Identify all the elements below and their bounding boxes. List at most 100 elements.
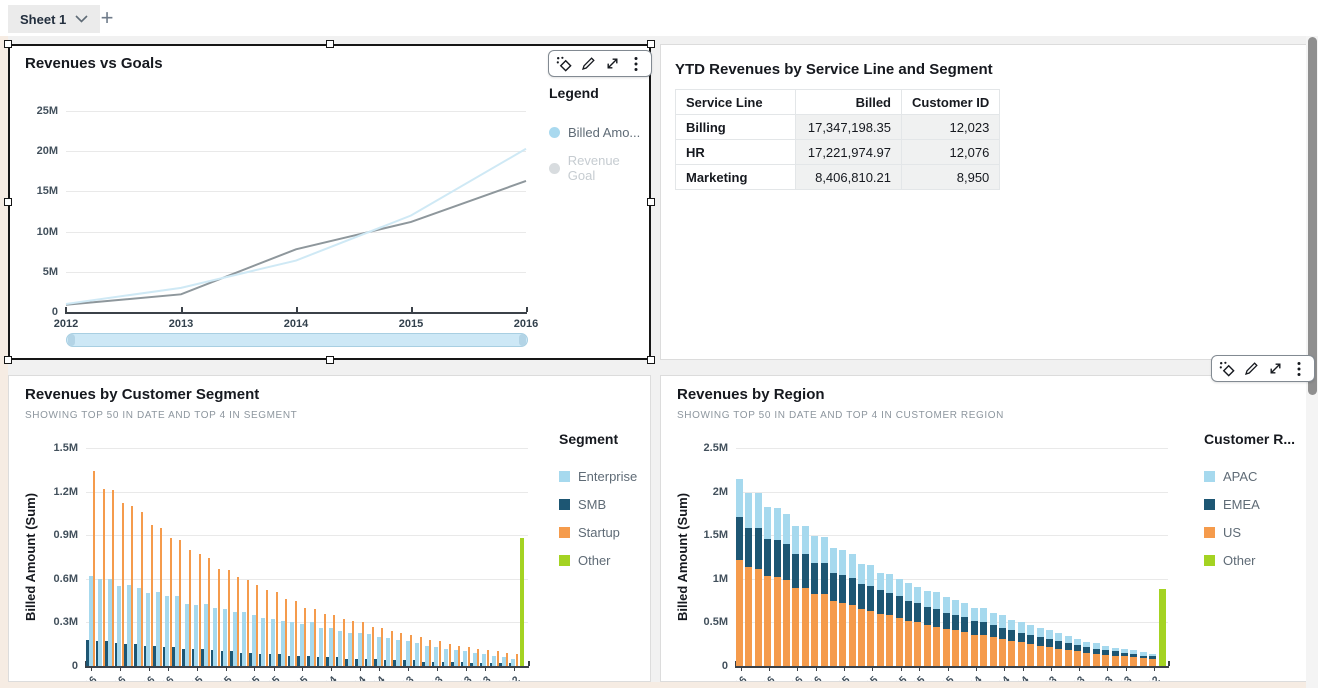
bar-enterprise[interactable] [213, 607, 218, 666]
bar-smb[interactable] [460, 661, 464, 666]
stacked-bar-us[interactable] [1149, 659, 1157, 666]
bar-startup[interactable] [208, 558, 211, 666]
bar-smb[interactable] [105, 641, 108, 666]
stacked-bar-emea[interactable] [989, 625, 997, 638]
stacked-bar-apac[interactable] [895, 578, 903, 597]
stacked-bar-emea[interactable] [764, 538, 772, 577]
bar-smb[interactable] [114, 642, 118, 666]
bar-enterprise[interactable] [155, 591, 160, 666]
bar-smb[interactable] [134, 644, 137, 666]
bar-startup[interactable] [102, 488, 105, 666]
bar-startup[interactable] [419, 636, 422, 666]
bar-enterprise[interactable] [357, 632, 362, 666]
bar-smb[interactable] [412, 660, 416, 666]
bar-startup[interactable] [448, 644, 451, 666]
stacked-bar-other[interactable] [1158, 589, 1166, 666]
bar-smb[interactable] [335, 657, 339, 666]
stacked-bar-emea[interactable] [736, 516, 743, 561]
bar-startup[interactable] [285, 599, 288, 666]
bar-smb[interactable] [210, 650, 214, 666]
table-row[interactable]: Billing 17,347,198.35 12,023 [675, 114, 1001, 140]
resize-handle-nw[interactable] [4, 40, 12, 48]
stacked-bar-us[interactable] [905, 620, 913, 666]
stacked-bar-emea[interactable] [1036, 637, 1044, 646]
stacked-bar-apac[interactable] [961, 603, 969, 618]
stacked-bar-apac[interactable] [782, 514, 790, 544]
stacked-bar-emea[interactable] [886, 592, 894, 616]
stacked-bar-apac[interactable] [923, 591, 931, 607]
bar-startup[interactable] [169, 538, 172, 666]
bar-smb[interactable] [374, 658, 377, 666]
stacked-bar-apac[interactable] [811, 536, 819, 564]
stacked-bar-apac[interactable] [886, 573, 894, 593]
bar-enterprise[interactable] [463, 651, 468, 666]
bar-startup[interactable] [160, 527, 163, 666]
stacked-bar-emea[interactable] [858, 584, 866, 610]
bar-enterprise[interactable] [280, 620, 285, 666]
visual-revenues-by-customer-segment[interactable]: Revenues by Customer Segment SHOWING TOP… [8, 375, 651, 682]
visual-revenues-vs-goals[interactable]: Revenues vs Goals 0 5M 10M 15M 20M 25M 2012 201… [8, 44, 651, 360]
stacked-bar-us[interactable] [1092, 653, 1100, 666]
stacked-bar-apac[interactable] [829, 548, 837, 573]
stacked-bar-emea[interactable] [952, 614, 959, 631]
bar-startup[interactable] [390, 631, 393, 666]
stacked-bar-us[interactable] [1008, 640, 1016, 666]
legend-item-us[interactable]: US [1204, 525, 1304, 540]
bar-smb[interactable] [124, 644, 127, 666]
stacked-bar-apac[interactable] [754, 493, 762, 529]
stacked-bar-emea[interactable] [745, 528, 753, 568]
stacked-bar-us[interactable] [773, 577, 781, 666]
bar-enterprise[interactable] [424, 645, 429, 666]
stacked-bar-emea[interactable] [876, 590, 884, 614]
bar-smb[interactable] [162, 647, 166, 666]
bar-startup[interactable] [438, 641, 441, 666]
resize-handle-n[interactable] [326, 40, 334, 48]
bar-enterprise[interactable] [482, 654, 487, 666]
stacked-bar-us[interactable] [961, 631, 969, 666]
bar-enterprise[interactable] [136, 587, 141, 666]
stacked-bar-us[interactable] [848, 604, 856, 666]
bar-startup[interactable] [477, 648, 480, 666]
stacked-bar-us[interactable] [1074, 651, 1082, 666]
bar-other[interactable] [520, 538, 525, 666]
bar-startup[interactable] [429, 639, 432, 666]
stacked-bar-us[interactable] [811, 594, 819, 666]
bar-smb[interactable] [489, 663, 493, 666]
stacked-bar-apac[interactable] [773, 508, 781, 540]
stacked-bar-emea[interactable] [1074, 645, 1082, 652]
stacked-bar-apac[interactable] [801, 526, 809, 555]
resize-handle-s[interactable] [326, 356, 334, 364]
stacked-bar-apac[interactable] [1074, 638, 1082, 646]
bar-enterprise[interactable] [472, 652, 477, 666]
legend-item-other[interactable]: Other [1204, 553, 1304, 568]
bar-smb[interactable] [316, 657, 320, 666]
cell-customer-id[interactable]: 8,950 [900, 164, 1001, 190]
stacked-bar-us[interactable] [1111, 655, 1119, 666]
bar-smb[interactable] [345, 658, 348, 666]
column-header-billed[interactable]: Billed [795, 89, 902, 115]
expand-visual-button[interactable] [602, 53, 622, 74]
bar-smb[interactable] [297, 655, 300, 666]
stacked-bar-emea[interactable] [1149, 656, 1157, 660]
bar-enterprise[interactable] [203, 603, 208, 666]
visual-revenues-by-region[interactable]: Revenues by Region SHOWING TOP 50 IN DAT… [660, 375, 1310, 682]
bar-startup[interactable] [362, 622, 365, 666]
expand-visual-button[interactable] [1265, 358, 1285, 379]
legend-item-startup[interactable]: Startup [559, 525, 649, 540]
cell-service-line[interactable]: Marketing [675, 164, 796, 190]
stacked-bar-us[interactable] [1027, 644, 1035, 666]
cell-customer-id[interactable]: 12,023 [900, 114, 1001, 140]
stacked-bar-us[interactable] [914, 622, 922, 666]
stacked-bar-emea[interactable] [970, 620, 978, 635]
stacked-bar-apac[interactable] [848, 553, 856, 578]
stacked-bar-apac[interactable] [1008, 619, 1016, 631]
bar-smb[interactable] [422, 661, 425, 666]
bar-startup[interactable] [410, 635, 413, 666]
stacked-bar-apac[interactable] [980, 608, 988, 623]
bar-startup[interactable] [496, 651, 499, 666]
bar-startup[interactable] [265, 590, 268, 666]
stacked-bar-us[interactable] [1102, 654, 1110, 666]
bar-chart-plot-area[interactable]: 00.3M0.6M0.9M1.2M1.5M2016201620162016201… [9, 376, 650, 681]
bar-enterprise[interactable] [309, 622, 314, 666]
stacked-bar-apac[interactable] [942, 597, 950, 613]
